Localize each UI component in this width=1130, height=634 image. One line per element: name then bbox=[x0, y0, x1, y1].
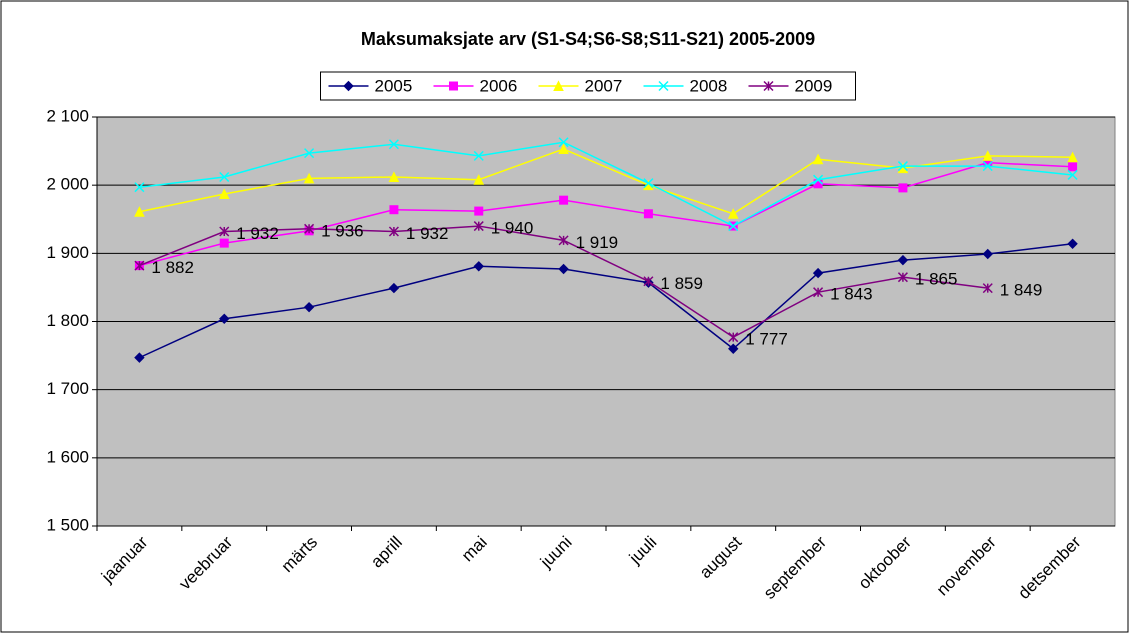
marker bbox=[473, 174, 485, 185]
y-tick-label: 1 600 bbox=[46, 447, 89, 466]
marker bbox=[473, 221, 484, 232]
data-label: 1 777 bbox=[745, 330, 788, 349]
marker bbox=[304, 223, 315, 234]
marker bbox=[389, 205, 399, 215]
data-label: 1 882 bbox=[151, 258, 194, 277]
y-tick-label: 1 800 bbox=[46, 311, 89, 330]
marker bbox=[303, 172, 315, 184]
data-label: 1 919 bbox=[576, 233, 619, 252]
marker bbox=[643, 276, 654, 287]
marker bbox=[474, 206, 484, 216]
marker bbox=[559, 195, 569, 205]
data-label: 1 936 bbox=[321, 221, 364, 240]
chart-title: Maksumaksjate arv (S1-S4;S6-S8;S11-S21) … bbox=[361, 29, 815, 49]
marker bbox=[553, 80, 564, 91]
marker bbox=[813, 174, 824, 185]
marker bbox=[643, 178, 654, 189]
marker bbox=[897, 161, 908, 172]
y-tick-label: 1 700 bbox=[46, 379, 89, 398]
marker bbox=[134, 260, 145, 271]
y-tick-label: 2 100 bbox=[46, 106, 89, 125]
marker bbox=[658, 80, 669, 92]
data-label: 1 940 bbox=[491, 219, 534, 238]
series-line bbox=[139, 161, 1073, 267]
data-label: 1 859 bbox=[660, 274, 703, 293]
marker bbox=[982, 283, 993, 294]
marker bbox=[304, 148, 315, 159]
marker bbox=[727, 208, 739, 219]
series-line bbox=[139, 243, 1073, 359]
marker bbox=[728, 332, 739, 343]
legend-label: 2005 bbox=[375, 76, 413, 95]
marker bbox=[982, 150, 994, 161]
marker bbox=[1067, 169, 1078, 180]
marker bbox=[388, 171, 400, 182]
marker bbox=[218, 188, 230, 200]
marker bbox=[219, 238, 229, 248]
y-tick-label: 2 000 bbox=[46, 175, 89, 194]
marker bbox=[134, 182, 145, 193]
legend-label: 2006 bbox=[480, 76, 518, 95]
data-label: 1 865 bbox=[915, 270, 958, 289]
y-tick-label: 1 500 bbox=[46, 515, 89, 534]
legend-label: 2007 bbox=[585, 76, 623, 95]
marker bbox=[1068, 162, 1078, 172]
data-label: 1 849 bbox=[1000, 281, 1043, 300]
marker bbox=[473, 261, 484, 272]
marker bbox=[219, 226, 230, 237]
marker bbox=[558, 137, 569, 148]
marker bbox=[763, 80, 774, 92]
y-tick-label: 1 900 bbox=[46, 243, 89, 262]
marker bbox=[812, 153, 824, 165]
marker bbox=[388, 226, 399, 237]
data-label: 1 843 bbox=[830, 285, 873, 304]
series-line bbox=[139, 141, 1073, 227]
marker bbox=[728, 343, 739, 354]
marker bbox=[449, 81, 458, 91]
marker bbox=[1067, 238, 1078, 249]
marker bbox=[343, 80, 354, 92]
marker bbox=[558, 235, 569, 246]
legend-label: 2008 bbox=[690, 76, 728, 95]
marker bbox=[558, 263, 569, 275]
marker bbox=[388, 139, 399, 150]
legend-label: 2009 bbox=[795, 76, 833, 95]
data-label: 1 932 bbox=[406, 224, 449, 243]
marker bbox=[1067, 151, 1078, 163]
marker bbox=[388, 282, 400, 294]
marker bbox=[134, 352, 145, 363]
marker bbox=[982, 161, 993, 172]
marker bbox=[897, 254, 909, 266]
marker bbox=[812, 267, 824, 279]
marker bbox=[643, 209, 653, 219]
marker bbox=[219, 171, 230, 183]
marker bbox=[898, 183, 908, 193]
marker bbox=[813, 287, 824, 298]
marker bbox=[897, 272, 908, 283]
marker bbox=[219, 313, 230, 324]
marker bbox=[473, 150, 484, 161]
marker bbox=[134, 206, 145, 217]
marker bbox=[982, 248, 993, 260]
marker bbox=[303, 301, 315, 313]
data-label: 1 932 bbox=[236, 224, 279, 243]
marker bbox=[728, 221, 739, 232]
marker bbox=[558, 143, 569, 155]
